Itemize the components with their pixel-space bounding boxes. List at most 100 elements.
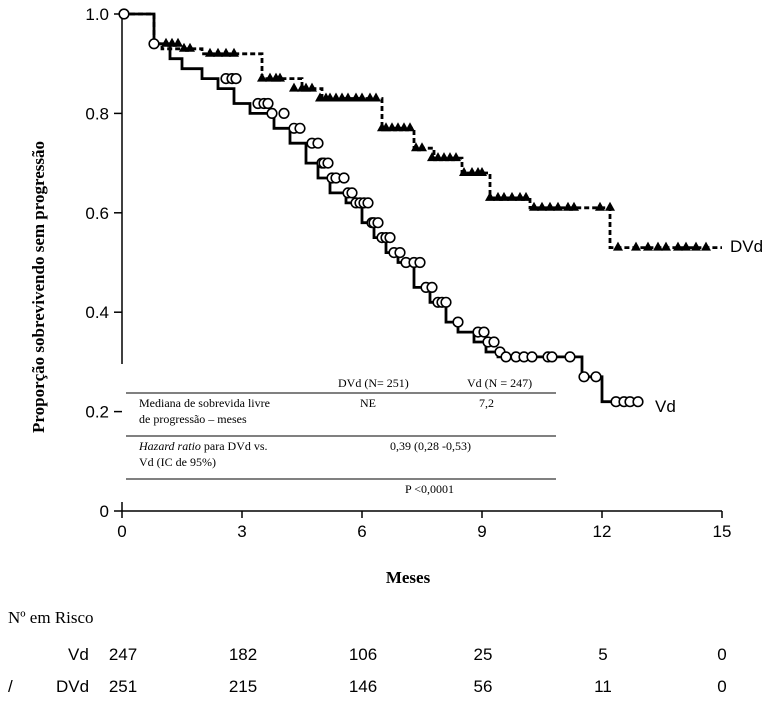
x-tick-label: 0	[117, 522, 126, 541]
risk-cell-dvd: 215	[229, 677, 257, 696]
censor-mark-dvd	[521, 191, 531, 201]
inset-row1-vd-value: 7,2	[479, 396, 494, 410]
risk-stray-mark: /	[8, 677, 13, 696]
censor-mark-vd	[546, 351, 558, 363]
inset-row1-dvd-value: NE	[360, 396, 376, 410]
censor-mark-vd	[384, 232, 396, 244]
y-axis-ticks: 0 0.2 0.4 0.6 0.8 1.0	[85, 5, 122, 521]
censor-mark-dvd	[371, 92, 381, 102]
censor-mark-vd	[262, 97, 274, 110]
censor-mark-vd	[312, 137, 324, 149]
censor-mark-dvd	[221, 47, 231, 57]
x-tick-label: 6	[357, 522, 366, 541]
censor-mark-dvd	[529, 201, 539, 211]
censor-mark-dvd	[595, 201, 605, 211]
censor-mark-dvd	[459, 167, 469, 176]
censor-mark-vd	[338, 172, 350, 184]
inset-header-vd: Vd (N = 247)	[467, 376, 532, 390]
inset-row3-value: P <0,0001	[405, 482, 454, 496]
y-axis-title: Proporção sobrevivendo sem progressão	[29, 141, 48, 433]
x-axis-ticks: 0 3 6 9 12 15	[117, 511, 731, 541]
series-layer	[118, 8, 722, 408]
censor-mark-vd	[488, 336, 500, 348]
censor-mark-dvd	[275, 72, 285, 82]
inset-row2-label-line2: Vd (IC de 95%)	[139, 455, 216, 469]
x-axis-title: Meses	[386, 568, 431, 587]
censor-mark-dvd	[681, 241, 691, 251]
risk-cell-vd: 182	[229, 645, 257, 664]
censor-mark-vd	[500, 351, 512, 363]
censor-mark-dvd	[289, 82, 299, 92]
x-tick-label: 12	[593, 522, 612, 541]
risk-cell-vd: 5	[598, 645, 607, 664]
censor-mark-dvd	[631, 241, 641, 251]
risk-values: 247 182 106 25 5 0 251 215 146 56 11 0	[109, 645, 727, 696]
censor-mark-vd	[590, 371, 602, 383]
y-tick-label: 0.6	[85, 204, 109, 223]
y-tick-label: 0.2	[85, 403, 109, 422]
risk-cell-dvd: 251	[109, 677, 137, 696]
y-tick-label: 1.0	[85, 5, 109, 24]
inset-summary-table: DVd (N= 251) Vd (N = 247) Mediana de sob…	[124, 366, 564, 500]
series-label-dvd: DVd	[730, 237, 763, 256]
censor-mark-vd	[564, 351, 576, 363]
y-tick-label: 0.4	[85, 303, 109, 322]
risk-cell-dvd: 0	[717, 677, 726, 696]
risk-table: Nº em Risco Vd DVd / 247 182 106 25 5 0 251 215…	[8, 608, 727, 696]
censor-mark-vd	[478, 326, 490, 338]
censor-mark-vd	[118, 8, 130, 20]
censor-mark-vd	[372, 217, 384, 229]
censor-mark-vd	[346, 187, 358, 199]
y-tick-label: 0.8	[85, 104, 109, 123]
censor-mark-dvd	[343, 92, 353, 102]
censor-mark-vd	[278, 107, 290, 119]
censor-mark-dvd	[229, 47, 239, 57]
censor-mark-vd	[526, 351, 538, 363]
series-line-dvd	[122, 12, 722, 250]
censor-mark-dvd	[661, 241, 671, 251]
risk-cell-vd: 247	[109, 645, 137, 664]
censor-mark-dvd	[477, 167, 487, 176]
inset-row2-label-line1: Hazard ratio para DVd vs.	[138, 439, 268, 453]
censor-mark-vd	[452, 316, 464, 328]
censor-mark-vd	[394, 247, 406, 259]
censor-mark-dvd	[307, 82, 317, 92]
censor-mark-dvd	[485, 191, 495, 201]
censor-mark-dvd	[643, 241, 653, 251]
censor-mark-dvd	[553, 201, 563, 211]
censor-mark-dvd	[545, 201, 555, 211]
x-tick-label: 9	[477, 522, 486, 541]
censor-mark-dvd	[569, 201, 579, 211]
censor-mark-vd	[440, 296, 452, 308]
censor-mark-dvd	[613, 241, 623, 251]
censor-mark-vd	[230, 72, 242, 85]
censor-mark-vd	[148, 38, 160, 50]
risk-row-vd-label: Vd	[68, 645, 89, 664]
censor-mark-dvd	[185, 42, 195, 52]
inset-table-background	[124, 366, 564, 500]
censor-mark-dvd	[653, 241, 663, 251]
inset-row1-label-line2: de progressão – meses	[139, 412, 247, 426]
risk-cell-dvd: 146	[349, 677, 377, 696]
risk-table-title: Nº em Risco	[8, 608, 94, 627]
censor-mark-dvd	[451, 152, 461, 162]
risk-cell-dvd: 56	[474, 677, 493, 696]
censor-mark-dvd	[507, 191, 517, 201]
censor-mark-dvd	[173, 37, 183, 47]
y-tick-label: 0	[100, 502, 109, 521]
censor-mark-dvd	[691, 241, 701, 251]
censor-mark-dvd	[213, 47, 223, 57]
risk-cell-vd: 106	[349, 645, 377, 664]
censor-mark-vd	[414, 256, 426, 269]
series-label-vd: Vd	[655, 397, 676, 416]
x-tick-label: 3	[237, 522, 246, 541]
censor-mark-vd	[322, 157, 334, 169]
censor-mark-dvd	[537, 201, 547, 211]
inset-row1-label-line1: Mediana de sobrevida livre	[139, 396, 270, 410]
censor-mark-vd	[426, 281, 438, 294]
risk-row-dvd-label: DVd	[56, 677, 89, 696]
risk-cell-vd: 25	[474, 645, 493, 664]
censor-mark-vd	[632, 396, 644, 408]
censor-mark-dvd	[673, 241, 683, 251]
